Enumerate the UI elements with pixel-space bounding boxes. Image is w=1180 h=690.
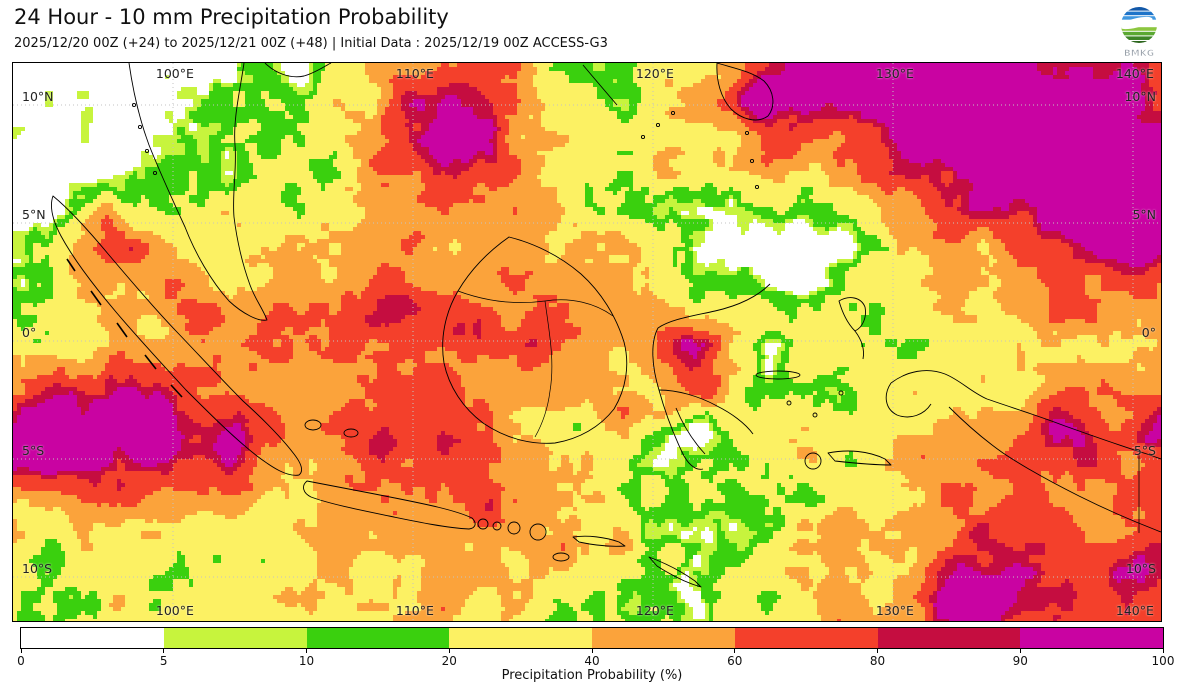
bmkg-logo-text: BMKG <box>1124 49 1154 59</box>
graticule-gridlines <box>13 63 1161 621</box>
colorbar-segment <box>163 628 307 648</box>
colorbar-tick <box>1019 649 1021 653</box>
colorbar-tick-label: 0 <box>17 654 25 668</box>
forecast-period-subtitle: 2025/12/20 00Z (+24) to 2025/12/21 00Z (… <box>14 36 608 51</box>
colorbar-caption: Precipitation Probability (%) <box>501 668 683 683</box>
colorbar-tick-label: 20 <box>441 654 457 668</box>
colorbar-tick <box>591 649 593 653</box>
colorbar-segment <box>306 628 450 648</box>
precipitation-probability-field <box>13 63 1161 621</box>
colorbar-tick-label: 5 <box>159 654 168 668</box>
colorbar-segment <box>734 628 878 648</box>
colorbar-tick <box>877 649 878 653</box>
colorbar-tick <box>448 649 450 653</box>
map-overlay <box>13 63 1161 621</box>
page-title: 24 Hour - 10 mm Precipitation Probabilit… <box>14 5 449 29</box>
coastlines <box>50 63 1161 588</box>
colorbar-segment <box>449 628 592 648</box>
colorbar-tick-label: 60 <box>727 654 743 668</box>
colorbar-tick-label: 100 <box>1151 654 1175 668</box>
colorbar-segment <box>21 628 164 648</box>
colorbar-tick-label: 80 <box>869 654 886 668</box>
colorbar-tick-label: 10 <box>298 654 315 668</box>
colorbar-segment <box>592 628 735 648</box>
colorbar-tick <box>1162 649 1164 653</box>
probability-colorbar: Precipitation Probability (%) 0 5 10 20 40 60 8… <box>17 627 1174 683</box>
colorbar-tick-label: 40 <box>584 654 600 668</box>
colorbar-tick <box>20 649 22 653</box>
colorbar-tick-label: 90 <box>1012 654 1028 668</box>
colorbar-tick <box>734 649 736 653</box>
bmkg-globe-icon <box>1121 7 1157 43</box>
colorbar-tick <box>306 649 307 653</box>
colorbar-segment <box>1020 628 1163 648</box>
map-area: 10°N 10°N 5°N 5°N 0° 0° 5°S 5°S 10°S 10°S 100°E 100… <box>12 62 1162 622</box>
colorbar-segment <box>877 628 1021 648</box>
colorbar-tick <box>163 649 165 653</box>
bmkg-logo: BMKG <box>1121 7 1157 59</box>
